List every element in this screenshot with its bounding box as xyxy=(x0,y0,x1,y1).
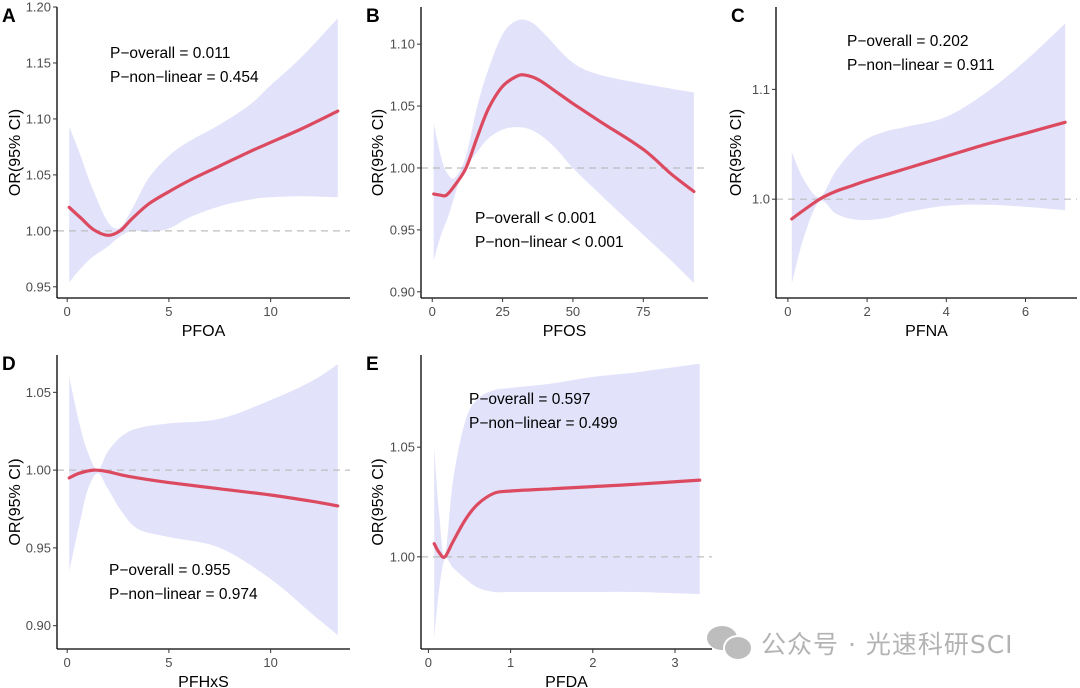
p-overall-label: P−overall = 0.202 xyxy=(847,33,969,50)
p-nonlinear-label: P−non−linear = 0.499 xyxy=(469,415,618,432)
y-tick-label: 1.05 xyxy=(390,440,415,455)
y-tick-label: 1.15 xyxy=(26,55,51,70)
p-nonlinear-label: P−non−linear < 0.001 xyxy=(475,234,624,251)
y-tick-label: 1.1 xyxy=(752,82,770,97)
or-curve xyxy=(432,478,702,559)
or-curve xyxy=(432,73,696,198)
x-axis-title: PFOA xyxy=(182,323,226,340)
y-tick-label: 1.05 xyxy=(26,385,51,400)
x-tick-label: 0 xyxy=(64,304,71,319)
panel-c: 1.0 1.1 0 2 4 6 PFNA OR(95% CI) C P−overall = 0.2… xyxy=(728,6,1077,340)
x-tick-label: 1 xyxy=(507,655,514,670)
y-tick-label: 0.95 xyxy=(390,222,415,237)
x-axis-title: PFHxS xyxy=(178,674,229,688)
x-tick-label: 6 xyxy=(1022,304,1029,319)
p-overall-label: P−overall = 0.011 xyxy=(110,45,230,62)
ci-band xyxy=(434,363,700,638)
x-tick-label: 2 xyxy=(589,655,596,670)
x-tick-label: 4 xyxy=(943,304,950,319)
x-axis-title: PFNA xyxy=(905,323,948,340)
y-tick-label: 1.05 xyxy=(26,167,51,182)
panel-label: E xyxy=(366,354,379,375)
y-tick-label: 1.10 xyxy=(390,37,415,52)
panel-b: 0.90 0.95 1.00 1.05 1.10 0 25 50 75 PFOS OR(95% CI… xyxy=(366,6,708,340)
panel-label: A xyxy=(2,6,16,27)
x-tick-label: 75 xyxy=(636,304,650,319)
y-tick-label: 0.90 xyxy=(26,618,51,633)
wechat-icon xyxy=(703,620,757,666)
or-curve xyxy=(790,120,1067,221)
y-tick-label: 0.95 xyxy=(26,540,51,555)
y-tick-label: 0.95 xyxy=(26,279,51,294)
y-tick-label: 1.05 xyxy=(390,99,415,114)
y-tick-label: 1.10 xyxy=(26,111,51,126)
p-nonlinear-label: P−non−linear = 0.974 xyxy=(109,586,258,603)
y-axis-title: OR(95% CI) xyxy=(7,458,24,545)
x-tick-label: 0 xyxy=(425,655,432,670)
x-tick-label: 3 xyxy=(671,655,678,670)
or-curve xyxy=(67,109,340,237)
y-tick-label: 0.90 xyxy=(390,284,415,299)
x-tick-label: 0 xyxy=(429,304,436,319)
x-tick-label: 50 xyxy=(566,304,580,319)
ci-band xyxy=(69,364,338,635)
panel-d: 0.90 0.95 1.00 1.05 0 5 10 PFHxS OR(95% CI) D P−ov… xyxy=(2,354,350,688)
x-tick-label: 5 xyxy=(165,655,172,670)
y-tick-label: 1.00 xyxy=(26,223,51,238)
ci-band xyxy=(791,23,1066,284)
y-axis-title: OR(95% CI) xyxy=(370,458,387,545)
x-tick-label: 25 xyxy=(495,304,509,319)
panel-label: D xyxy=(2,354,16,375)
panel-e: 1.00 1.05 0 1 2 3 PFDA OR(95% CI) E P−overall = 0… xyxy=(366,354,712,688)
p-overall-label: P−overall = 0.597 xyxy=(469,391,591,408)
panel-a: 0.95 1.00 1.05 1.10 1.15 1.20 0 5 10 PFOA OR(95% C… xyxy=(2,0,350,340)
panel-label: C xyxy=(731,6,745,27)
x-tick-label: 0 xyxy=(784,304,791,319)
ci-band xyxy=(433,19,694,284)
p-overall-label: P−overall = 0.955 xyxy=(109,562,231,579)
or-curve xyxy=(67,468,340,508)
x-tick-label: 2 xyxy=(863,304,870,319)
y-axis-title: OR(95% CI) xyxy=(370,109,387,196)
x-tick-label: 0 xyxy=(64,655,71,670)
x-tick-label: 10 xyxy=(263,304,277,319)
y-tick-label: 1.00 xyxy=(390,160,415,175)
watermark: 公众号 · 光速科研SCI xyxy=(703,620,1014,666)
x-axis-title: PFDA xyxy=(545,674,588,688)
y-tick-label: 1.0 xyxy=(752,192,770,207)
x-axis-title: PFOS xyxy=(543,323,587,340)
p-nonlinear-label: P−non−linear = 0.454 xyxy=(110,69,259,86)
y-axis-title: OR(95% CI) xyxy=(7,109,24,196)
y-tick-label: 1.20 xyxy=(26,0,51,15)
y-tick-label: 1.00 xyxy=(26,463,51,478)
panel-label: B xyxy=(366,6,380,27)
x-tick-label: 10 xyxy=(263,655,277,670)
p-nonlinear-label: P−non−linear = 0.911 xyxy=(847,57,995,74)
p-overall-label: P−overall < 0.001 xyxy=(475,210,597,227)
y-tick-label: 1.00 xyxy=(390,549,415,564)
watermark-text: 公众号 · 光速科研SCI xyxy=(761,630,1014,659)
y-axis-title: OR(95% CI) xyxy=(728,109,745,196)
x-tick-label: 5 xyxy=(165,304,172,319)
